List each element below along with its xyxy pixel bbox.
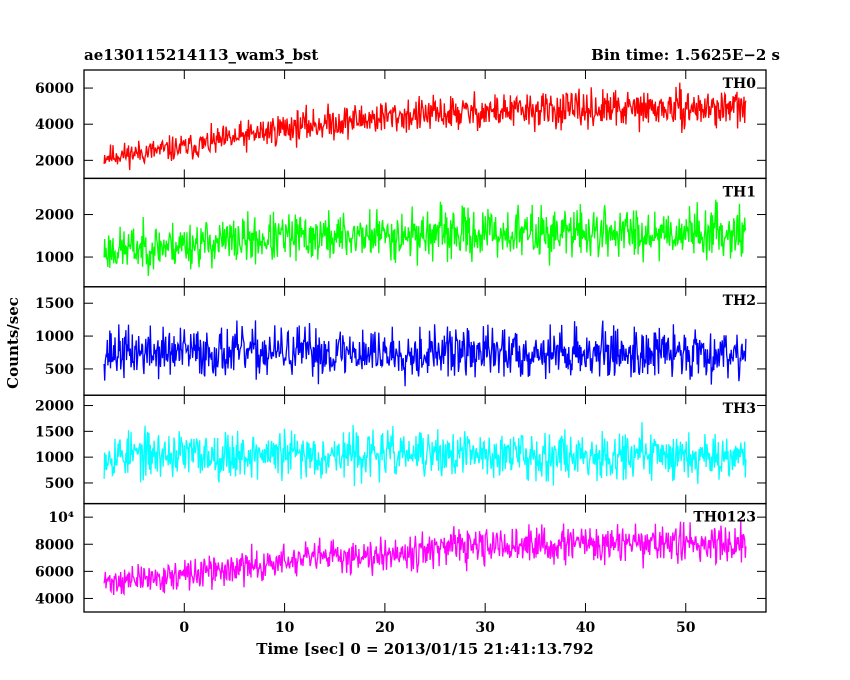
y-tick-label-th2: 500 [45, 362, 74, 378]
x-axis-label: Time [sec] 0 = 2013/01/15 21:41:13.792 [256, 640, 593, 658]
y-tick-label-th3: 2000 [35, 399, 74, 415]
series-line-th3 [103, 422, 747, 487]
panel-frame-th0 [83, 69, 767, 180]
y-tick-label-th0: 2000 [35, 153, 74, 169]
x-tick-label: 10 [275, 620, 295, 636]
panel-stack: 2000 4000 6000 TH0 1000 2000 TH1 500 1000 1500 TH2… [35, 69, 767, 613]
series-line-th2 [103, 320, 747, 387]
y-tick-label-th3: 1500 [35, 424, 74, 440]
panel-label-th1: TH1 [723, 184, 756, 200]
x-tick-label: 0 [179, 620, 189, 636]
series-line-th1 [103, 199, 747, 276]
y-tick-label-th3: 500 [45, 476, 74, 492]
y-axis-label: Counts/sec [4, 297, 22, 389]
panel-label-th0: TH0 [723, 76, 757, 92]
y-tick-label-th0: 6000 [35, 81, 74, 97]
y-tick-label-th1: 2000 [35, 208, 74, 224]
panel-label-th2: TH2 [723, 293, 756, 309]
y-tick-label-th0123: 6000 [35, 564, 74, 580]
panel-label-th0123: TH0123 [693, 510, 756, 526]
panel-frame-th0123 [83, 502, 767, 613]
y-tick-label-th0123: 8000 [35, 537, 74, 553]
y-tick-label-th2: 1500 [35, 296, 74, 312]
y-tick-label-th0123: 4000 [35, 591, 74, 607]
y-tick-label-th0: 4000 [35, 117, 74, 133]
series-line-th0123 [103, 520, 747, 597]
y-tick-label-th1: 1000 [35, 250, 74, 266]
y-tick-label-th0123: 10⁴ [48, 510, 74, 526]
series-line-th0 [103, 82, 747, 171]
chart-title: ae130115214113_wam3_bst [84, 46, 318, 64]
y-tick-label-th2: 1000 [35, 329, 74, 345]
y-tick-label-th3: 1000 [35, 450, 74, 466]
x-tick-label: 20 [375, 620, 395, 636]
x-tick-label: 40 [576, 620, 596, 636]
panel-label-th3: TH3 [723, 401, 756, 417]
x-tick-label: 50 [676, 620, 696, 636]
bin-time-label: Bin time: 1.5625E−2 s [591, 46, 780, 64]
x-tick-label: 30 [475, 620, 495, 636]
